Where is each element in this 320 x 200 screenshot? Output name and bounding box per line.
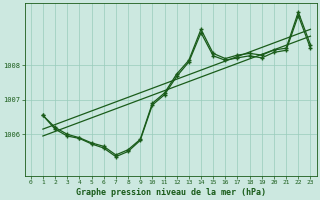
X-axis label: Graphe pression niveau de la mer (hPa): Graphe pression niveau de la mer (hPa) <box>76 188 266 197</box>
